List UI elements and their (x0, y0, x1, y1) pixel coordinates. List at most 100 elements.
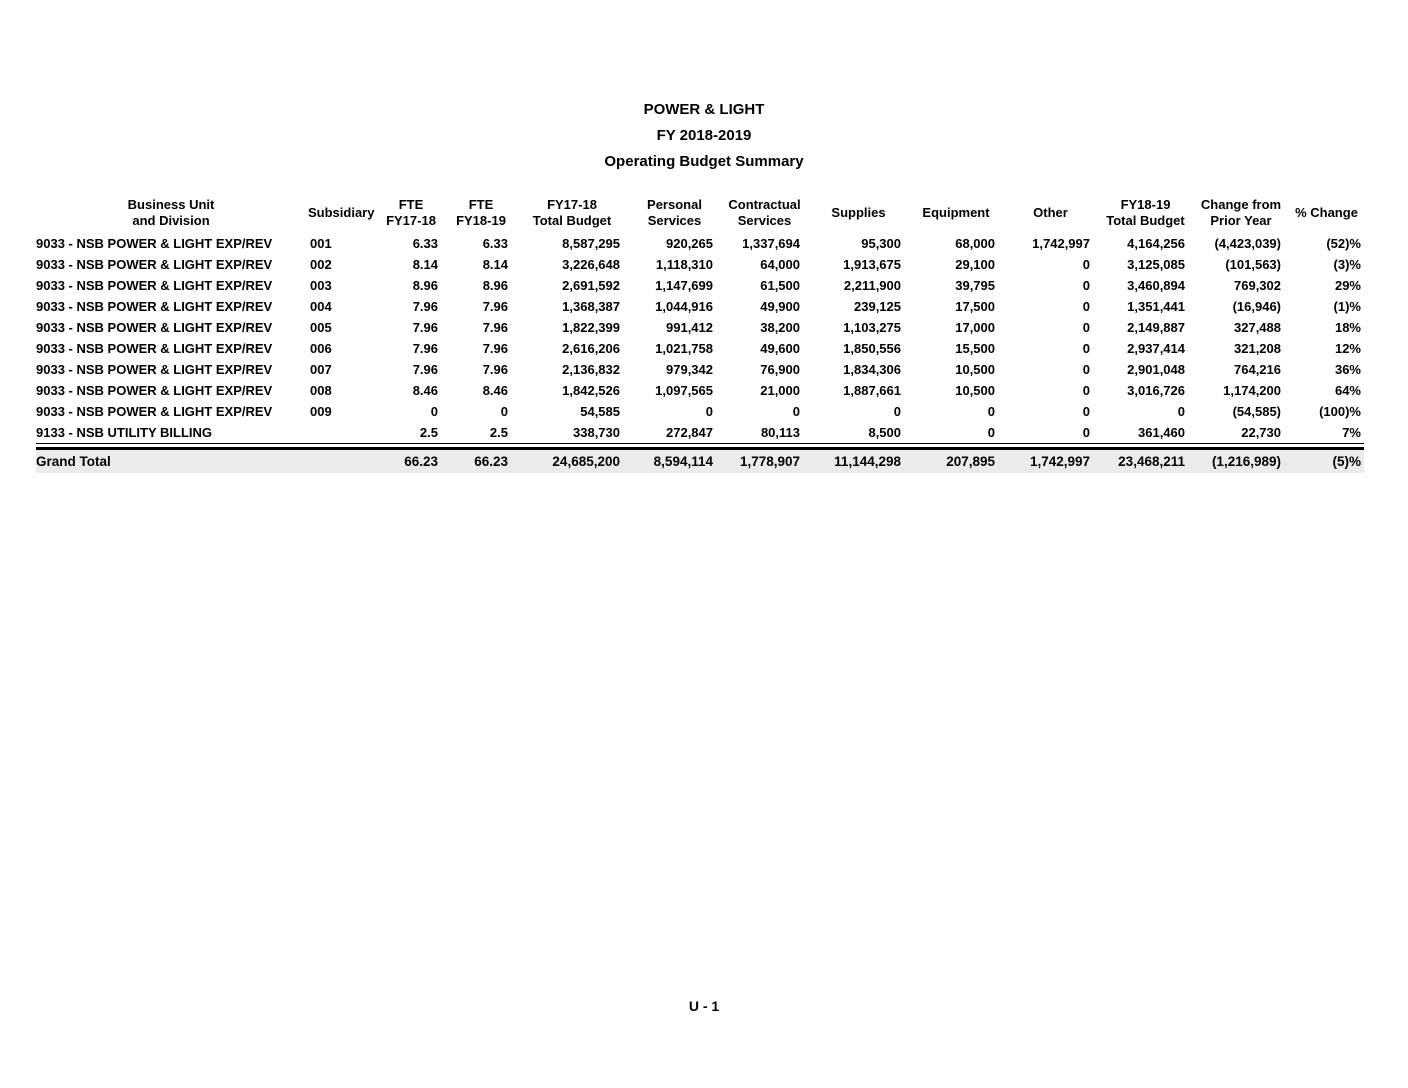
cell-fte-fy18-19: 8.96 (482, 278, 508, 293)
cell-fy17-18-total-budget: 8,587,295 (562, 236, 620, 251)
cell-fy18-19-total-budget: 361,460 (1098, 422, 1193, 444)
column-header-business-unit: Business Unit and Division (127, 197, 215, 228)
document-title-block: POWER & LIGHT FY 2018-2019 Operating Bud… (0, 0, 1408, 175)
cell-fy18-19-total-budget: 3,460,894 (1127, 278, 1185, 293)
cell-fy18-19-total-budget: 2,149,887 (1127, 320, 1185, 335)
column-header-other: Other (1033, 205, 1068, 220)
cell-personal-services: 979,342 (666, 362, 713, 377)
table-body: 9033 - NSB POWER & LIGHT EXP/REV 001 6.33 6… (36, 233, 1364, 473)
cell-business-unit: 9033 - NSB POWER & LIGHT EXP/REV (36, 236, 273, 251)
table-row: 9033 - NSB POWER & LIGHT EXP/REV 009 0 0 54,… (36, 401, 1364, 422)
cell-supplies: 8,500 (808, 422, 909, 444)
cell-fy18-19-total-budget: 2,901,048 (1127, 362, 1185, 377)
cell-fte-fy18-19: 8.14 (482, 257, 508, 272)
cell-subsidiary: 004 (310, 299, 332, 314)
cell-other: 0 (1082, 362, 1090, 377)
column-header-fy17-18-total-budget: FY17-18 Total Budget (532, 197, 612, 228)
cell-fy17-18-total-budget: 24,685,200 (516, 447, 628, 473)
cell-fte-fy18-19: 7.96 (482, 299, 508, 314)
cell-pct-change: (3)% (1333, 257, 1361, 272)
cell-supplies: 1,850,556 (843, 341, 901, 356)
cell-subsidiary: 005 (310, 320, 332, 335)
cell-pct-change: 12% (1334, 341, 1361, 356)
cell-fte-fy18-19: 8.46 (482, 383, 508, 398)
cell-supplies: 1,103,275 (843, 320, 901, 335)
cell-equipment: 0 (987, 404, 995, 419)
cell-business-unit: Grand Total (36, 447, 306, 473)
cell-pct-change: 36% (1334, 362, 1361, 377)
cell-change-from-prior-year: (4,423,039) (1214, 236, 1282, 251)
cell-personal-services: 1,147,699 (655, 278, 713, 293)
cell-business-unit: 9033 - NSB POWER & LIGHT EXP/REV (36, 362, 273, 377)
cell-equipment: 39,795 (955, 278, 995, 293)
cell-equipment: 10,500 (955, 362, 995, 377)
cell-subsidiary (306, 447, 376, 473)
cell-equipment: 15,500 (955, 341, 995, 356)
cell-fy18-19-total-budget: 0 (1177, 404, 1185, 419)
cell-subsidiary: 003 (310, 278, 332, 293)
column-header-fte-fy18-19: FTE FY18-19 (456, 197, 506, 228)
cell-fte-fy17-18: 8.46 (412, 383, 438, 398)
cell-fy18-19-total-budget: 3,016,726 (1127, 383, 1185, 398)
cell-pct-change: 7% (1289, 422, 1364, 444)
cell-pct-change: (52)% (1326, 236, 1361, 251)
cell-contractual-services: 80,113 (721, 422, 808, 444)
column-header-change-from-prior-year: Change from Prior Year (1200, 197, 1282, 228)
cell-fte-fy18-19: 66.23 (446, 447, 516, 473)
table-row: 9033 - NSB POWER & LIGHT EXP/REV 006 7.96 7… (36, 338, 1364, 359)
cell-personal-services: 1,097,565 (655, 383, 713, 398)
cell-fte-fy17-18: 2.5 (376, 422, 446, 444)
cell-other: 0 (1082, 299, 1090, 314)
cell-contractual-services: 0 (792, 404, 800, 419)
cell-pct-change: (5)% (1289, 447, 1364, 473)
cell-fte-fy17-18: 8.14 (412, 257, 438, 272)
cell-fte-fy17-18: 7.96 (412, 362, 438, 377)
cell-fy17-18-total-budget: 3,226,648 (562, 257, 620, 272)
cell-change-from-prior-year: (101,563) (1225, 257, 1281, 272)
cell-fte-fy17-18: 7.96 (412, 341, 438, 356)
cell-pct-change: 18% (1334, 320, 1361, 335)
cell-fte-fy18-19: 2.5 (446, 422, 516, 444)
cell-business-unit: 9133 - NSB UTILITY BILLING (36, 422, 306, 444)
cell-other: 1,742,997 (1003, 447, 1098, 473)
cell-subsidiary (306, 422, 376, 444)
budget-summary-table: Business Unit and Division Subsidiary FTE FY… (36, 197, 1364, 473)
cell-contractual-services: 38,200 (760, 320, 800, 335)
cell-supplies: 95,300 (861, 236, 901, 251)
cell-supplies: 1,913,675 (843, 257, 901, 272)
cell-supplies: 239,125 (854, 299, 901, 314)
cell-personal-services: 0 (705, 404, 713, 419)
cell-other: 0 (1082, 383, 1090, 398)
cell-business-unit: 9033 - NSB POWER & LIGHT EXP/REV (36, 341, 273, 356)
cell-fy18-19-total-budget: 23,468,211 (1098, 447, 1193, 473)
cell-contractual-services: 61,500 (760, 278, 800, 293)
cell-change-from-prior-year: (1,216,989) (1193, 447, 1289, 473)
cell-pct-change: (100)% (1319, 404, 1361, 419)
cell-business-unit: 9033 - NSB POWER & LIGHT EXP/REV (36, 278, 273, 293)
cell-supplies: 0 (893, 404, 901, 419)
cell-business-unit: 9033 - NSB POWER & LIGHT EXP/REV (36, 404, 273, 419)
cell-other: 0 (1082, 257, 1090, 272)
cell-other: 0 (1082, 320, 1090, 335)
table-row: 9033 - NSB POWER & LIGHT EXP/REV 007 7.96 7… (36, 359, 1364, 380)
cell-fy18-19-total-budget: 4,164,256 (1127, 236, 1185, 251)
cell-subsidiary: 001 (310, 236, 332, 251)
cell-change-from-prior-year: 327,488 (1234, 320, 1281, 335)
cell-contractual-services: 76,900 (760, 362, 800, 377)
cell-other: 0 (1003, 422, 1098, 444)
cell-contractual-services: 1,778,907 (721, 447, 808, 473)
column-header-fte-fy17-18: FTE FY17-18 (386, 197, 436, 228)
cell-change-from-prior-year: 1,174,200 (1223, 383, 1281, 398)
cell-equipment: 29,100 (955, 257, 995, 272)
cell-equipment: 0 (909, 422, 1003, 444)
cell-fte-fy18-19: 7.96 (482, 362, 508, 377)
cell-business-unit: 9033 - NSB POWER & LIGHT EXP/REV (36, 320, 273, 335)
cell-fte-fy18-19: 0 (500, 404, 508, 419)
cell-fte-fy18-19: 7.96 (482, 320, 508, 335)
table-row: 9033 - NSB POWER & LIGHT EXP/REV 002 8.14 8… (36, 254, 1364, 275)
cell-change-from-prior-year: 22,730 (1193, 422, 1289, 444)
table-row: 9033 - NSB POWER & LIGHT EXP/REV 008 8.46 8… (36, 380, 1364, 401)
cell-fte-fy17-18: 7.96 (412, 299, 438, 314)
cell-pct-change: 29% (1334, 278, 1361, 293)
